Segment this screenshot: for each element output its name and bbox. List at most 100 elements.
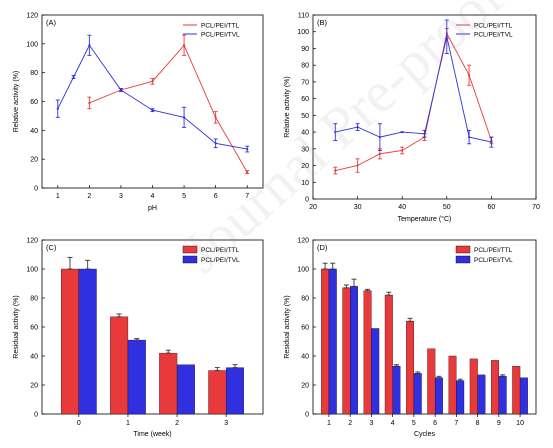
x-tick-label: 9: [497, 420, 501, 427]
bar: [498, 376, 507, 415]
y-tick-label: 120: [26, 13, 38, 20]
x-tick-label: 2: [87, 193, 91, 200]
data-point: [334, 169, 337, 172]
bar: [491, 360, 499, 415]
bar: [342, 287, 351, 415]
series-line: [335, 36, 492, 143]
data-point: [378, 152, 381, 155]
y-tick-label: 30: [301, 146, 309, 153]
legend-swatch: [182, 255, 198, 264]
y-tick-label: 100: [26, 267, 38, 274]
y-tick-label: 40: [30, 128, 38, 135]
bar: [159, 352, 178, 415]
y-tick-label: 80: [30, 296, 38, 303]
legend-label: PCL/PEI/TTL: [201, 23, 240, 30]
x-tick-label: 30: [354, 204, 362, 211]
bar: [363, 290, 372, 415]
y-tick-label: 60: [30, 99, 38, 106]
y-tick-label: 120: [26, 238, 38, 245]
data-point: [151, 109, 154, 112]
y-axis-label: Relative activity (%): [13, 71, 20, 132]
bar: [176, 364, 195, 415]
data-point: [378, 136, 381, 139]
plot-frame: [312, 14, 537, 200]
y-tick-label: 40: [301, 354, 309, 361]
legend-swatch: [455, 255, 471, 264]
x-tick-label: 4: [391, 420, 395, 427]
y-tick-label: 40: [30, 354, 38, 361]
x-tick-label: 0: [77, 420, 81, 427]
x-tick-label: 10: [516, 420, 524, 427]
data-point: [356, 125, 359, 129]
bar: [477, 374, 486, 415]
data-point: [423, 132, 426, 135]
series-line: [57, 44, 248, 150]
x-tick-label: 1: [126, 420, 130, 427]
legend-swatch: [455, 245, 471, 254]
data-point: [88, 44, 91, 47]
x-tick-label: 3: [224, 420, 228, 427]
data-point: [468, 74, 471, 77]
x-axis-label: Cycles: [414, 431, 436, 438]
y-tick-label: 80: [30, 70, 38, 77]
series-line: [335, 32, 492, 172]
y-tick-label: 110: [298, 13, 309, 20]
bar: [328, 268, 337, 415]
panel-label: (C): [46, 243, 57, 252]
x-tick-label: 1: [56, 193, 60, 200]
y-tick-label: 20: [30, 157, 38, 164]
x-tick-label: 20: [309, 204, 317, 211]
y-tick-label: 0: [305, 197, 309, 204]
panel-label: (B): [317, 18, 328, 27]
panel-label: (A): [46, 18, 57, 27]
bar: [392, 365, 401, 415]
y-tick-label: 100: [26, 41, 38, 48]
bar: [512, 365, 521, 415]
y-tick-label: 80: [301, 296, 309, 303]
y-axis-label: Residual activity (%): [284, 295, 291, 358]
data-point: [56, 107, 59, 110]
data-point: [182, 44, 186, 47]
bar: [127, 339, 146, 415]
x-tick-label: 8: [476, 420, 480, 427]
bar: [434, 377, 443, 415]
bar: [110, 316, 129, 415]
x-tick-label: 1: [327, 420, 331, 427]
x-tick-label: 3: [119, 193, 123, 200]
data-point: [246, 171, 249, 174]
bar: [469, 358, 478, 415]
y-tick-label: 60: [30, 325, 38, 332]
bar: [456, 380, 465, 415]
x-tick-label: 2: [175, 420, 179, 427]
y-tick-label: 60: [301, 96, 309, 103]
x-tick-label: 2: [348, 420, 352, 427]
data-point: [88, 101, 91, 105]
chart-panel: 0 10 20 30 40 50 60 70 80 90 100 110 Relative activi…: [284, 13, 540, 224]
x-tick-label: 5: [182, 193, 186, 200]
y-axis-label: Residual activity (%): [13, 295, 20, 358]
data-point: [182, 116, 186, 119]
data-point: [72, 75, 75, 79]
x-tick-label: 7: [245, 193, 249, 200]
y-tick-label: 10: [301, 180, 309, 187]
bar: [519, 377, 528, 415]
data-point: [214, 142, 217, 145]
legend-label: PCL/PEI/TTL: [474, 247, 513, 254]
bar: [78, 268, 97, 415]
x-tick-label: 4: [151, 193, 155, 200]
data-point: [401, 149, 404, 152]
legend-label: PCL/PEI/TVL: [474, 257, 513, 264]
y-tick-label: 0: [34, 186, 38, 193]
y-tick-label: 120: [297, 238, 309, 245]
y-tick-label: 100: [297, 267, 309, 274]
data-point: [356, 164, 359, 167]
bar: [350, 286, 358, 415]
series-line: [89, 44, 248, 173]
legend-label: PCL/PEI/TTL: [474, 23, 513, 30]
data-point: [468, 136, 471, 139]
y-tick-label: 50: [301, 113, 309, 120]
x-tick-label: 70: [532, 204, 540, 211]
bar: [427, 348, 436, 415]
